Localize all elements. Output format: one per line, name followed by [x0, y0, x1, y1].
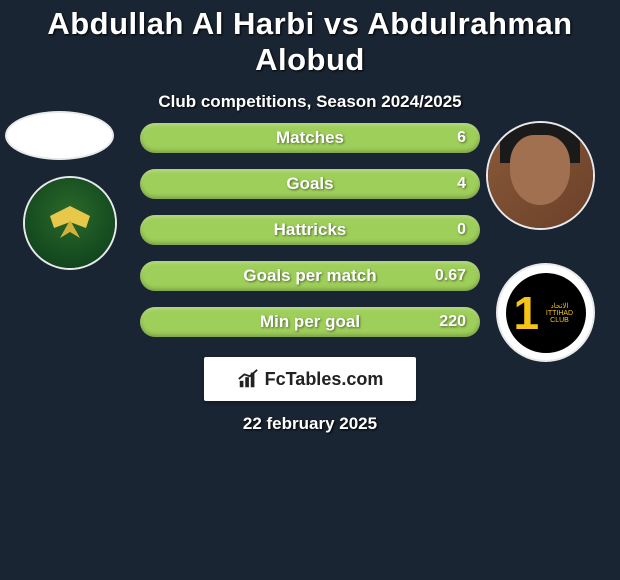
chart-icon	[237, 368, 259, 390]
stat-label: Hattricks	[140, 215, 480, 245]
stat-label: Min per goal	[140, 307, 480, 337]
stats-container: Matches 6 Goals 4 Hattricks 0 Goals per …	[140, 123, 480, 353]
eagle-icon	[40, 198, 100, 248]
brand-box[interactable]: FcTables.com	[204, 357, 416, 401]
stat-label: Goals per match	[140, 261, 480, 291]
stat-label: Matches	[140, 123, 480, 153]
stat-right: 6	[457, 123, 466, 153]
stat-row-mpg: Min per goal 220	[140, 307, 480, 337]
stat-row-goals: Goals 4	[140, 169, 480, 199]
stat-row-gpm: Goals per match 0.67	[140, 261, 480, 291]
stat-right: 0	[457, 215, 466, 245]
stat-right: 220	[439, 307, 466, 337]
player1-avatar	[7, 113, 112, 158]
club2-text: الاتحادITTIHAD CLUB	[540, 302, 580, 324]
title: Abdullah Al Harbi vs Abdulrahman Alobud	[0, 0, 620, 78]
brand-label: FcTables.com	[265, 369, 384, 390]
stat-right: 4	[457, 169, 466, 199]
date: 22 february 2025	[0, 414, 620, 434]
stat-row-hattricks: Hattricks 0	[140, 215, 480, 245]
stat-right: 0.67	[435, 261, 466, 291]
player1-club-badge	[25, 178, 115, 268]
subtitle: Club competitions, Season 2024/2025	[0, 92, 620, 112]
player2-club-badge: 1 الاتحادITTIHAD CLUB	[498, 265, 593, 360]
page: Abdullah Al Harbi vs Abdulrahman Alobud …	[0, 0, 620, 580]
stat-label: Goals	[140, 169, 480, 199]
player2-avatar	[488, 123, 593, 228]
stat-row-matches: Matches 6	[140, 123, 480, 153]
club2-number: 1	[514, 286, 540, 340]
